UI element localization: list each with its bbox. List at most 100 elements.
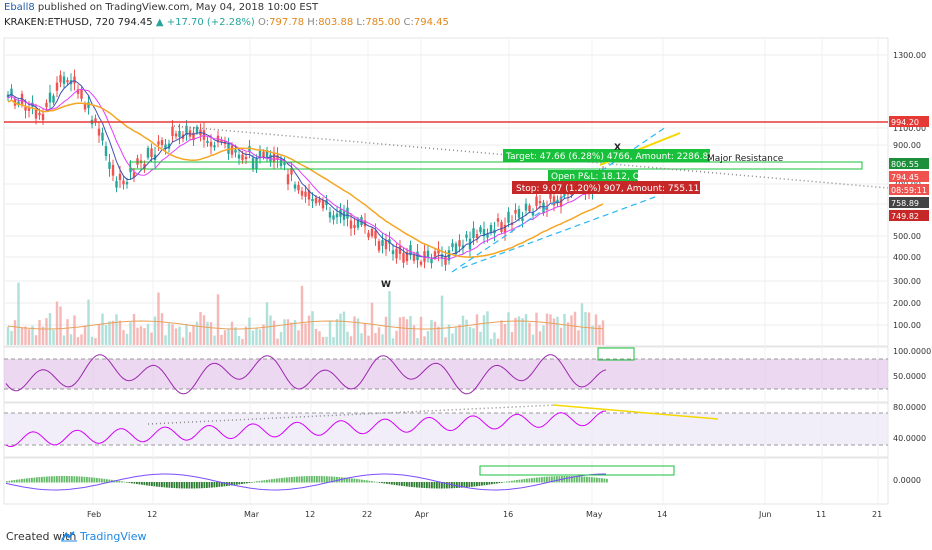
candle-body xyxy=(370,228,374,237)
macd-hist-bar xyxy=(268,479,271,483)
close-value: 794.45 xyxy=(413,17,449,28)
high-label: H: xyxy=(307,17,319,28)
macd-hist-bar xyxy=(323,476,326,483)
candle-body xyxy=(500,222,503,232)
macd-hist-bar xyxy=(118,480,121,483)
macd-hist-bar xyxy=(186,482,188,489)
macd-hist-bar xyxy=(178,482,181,489)
macd-hist-bar xyxy=(283,477,286,483)
volume-bar xyxy=(377,327,381,345)
volume-bar xyxy=(458,324,461,345)
symbol-name[interactable]: KRAKEN:ETHUSD, 720 xyxy=(4,17,115,28)
up-arrow-icon: ▲ xyxy=(155,17,164,28)
candle-body xyxy=(307,190,311,200)
macd-hist-bar xyxy=(146,482,148,486)
volume-bar xyxy=(367,335,370,345)
macd-hist-bar xyxy=(238,482,241,485)
candle-body xyxy=(48,92,52,103)
volume-bar xyxy=(542,325,545,345)
rsi-tick: 100.0000 xyxy=(893,347,931,356)
volume-bar xyxy=(255,328,258,345)
volume-bar xyxy=(563,313,566,345)
volume-bar xyxy=(468,326,472,345)
macd-hist-bar xyxy=(353,478,356,483)
volume-bar xyxy=(307,315,311,345)
candle-body xyxy=(234,149,237,153)
macd-hist-bar xyxy=(526,478,528,483)
price-tick: 1300.00 xyxy=(893,51,926,60)
open-value: 797.78 xyxy=(269,17,305,28)
volume-bar xyxy=(132,313,136,345)
macd-hist-bar xyxy=(293,476,296,483)
chart-header: Eball8 published on TradingView.com, May… xyxy=(0,0,932,32)
volume-bar xyxy=(409,315,412,345)
candle-body xyxy=(150,148,153,158)
volume-bar xyxy=(363,323,367,345)
time-tick: May xyxy=(586,510,603,519)
volume-bar xyxy=(412,325,416,345)
macd-hist-bar xyxy=(328,476,331,483)
macd-hist-bar xyxy=(48,476,51,483)
macd-hist-bar xyxy=(68,476,71,483)
macd-hist-bar xyxy=(243,482,246,484)
candle-body xyxy=(27,107,31,111)
volume-bar xyxy=(570,315,573,345)
macd-hist-bar xyxy=(603,478,606,483)
price-label: 08:59:11 xyxy=(891,186,927,195)
macd-hist-bar xyxy=(508,481,511,483)
macd-hist-bar xyxy=(596,477,598,483)
macd-hist-bar xyxy=(553,476,556,483)
volume-bar xyxy=(20,327,24,345)
volume-bar xyxy=(503,323,507,345)
volume-bar xyxy=(115,314,118,345)
macd-hist-bar xyxy=(121,481,123,483)
macd-hist-bar xyxy=(148,482,151,486)
candle-body xyxy=(101,132,104,141)
macd-hist-bar xyxy=(306,476,308,483)
macd-hist-bar xyxy=(201,482,203,489)
price-axis[interactable]: 1300.001100.00900.00700.00600.00500.0040… xyxy=(889,51,931,485)
high-value: 803.88 xyxy=(318,17,354,28)
candle-body xyxy=(472,228,475,239)
macd-hist-bar xyxy=(481,482,483,486)
macd-hist-bar xyxy=(296,476,298,483)
macd-hist-bar xyxy=(223,482,226,487)
volume-bar xyxy=(493,332,496,345)
macd-hist-bar xyxy=(301,476,303,483)
volume-bar xyxy=(349,336,353,345)
candle-body xyxy=(293,184,297,189)
volume-bar xyxy=(258,329,262,345)
candle-body xyxy=(167,143,171,149)
ma-fast-line xyxy=(7,79,604,259)
macd-hist-bar xyxy=(401,482,403,486)
macd-hist-bar xyxy=(498,482,501,484)
volume-bar xyxy=(388,291,391,345)
candle-body xyxy=(38,112,41,116)
macd-hist-bar xyxy=(191,482,193,489)
author-link[interactable]: Eball8 xyxy=(4,2,35,13)
volume-bar xyxy=(66,319,69,345)
macd-hist-bar xyxy=(421,482,423,488)
macd-hist-bar xyxy=(168,482,171,488)
macd-hist-bar xyxy=(586,476,588,483)
volume-bar xyxy=(416,338,419,345)
volume-bar xyxy=(146,323,150,345)
volume-bar xyxy=(216,294,220,345)
candle-body xyxy=(552,196,556,206)
macd-hist-bar xyxy=(211,482,213,488)
candle-body xyxy=(192,132,195,141)
target-label: Target: 47.66 (6.28%) 4766, Amount: 2286… xyxy=(505,152,714,162)
candle-body xyxy=(52,95,55,103)
stoch-trendline xyxy=(147,404,557,425)
price-chart[interactable]: 1300.001100.00900.00700.00600.00500.0040… xyxy=(0,33,932,522)
macd-hist-bar xyxy=(171,482,173,488)
volume-bar xyxy=(451,333,454,345)
macd-hist-bar xyxy=(246,482,248,484)
volume-bar xyxy=(24,326,27,345)
macd-hist-bar xyxy=(318,476,321,483)
tradingview-brand[interactable]: TradingView xyxy=(80,530,147,543)
macd-hist-bar xyxy=(456,482,458,489)
stoch-tick: 80.0000 xyxy=(893,403,926,412)
candle-body xyxy=(97,128,101,136)
time-axis[interactable]: Feb 12 Mar 12 22 Apr 16 May 14 Jun 11 21 xyxy=(87,510,882,519)
